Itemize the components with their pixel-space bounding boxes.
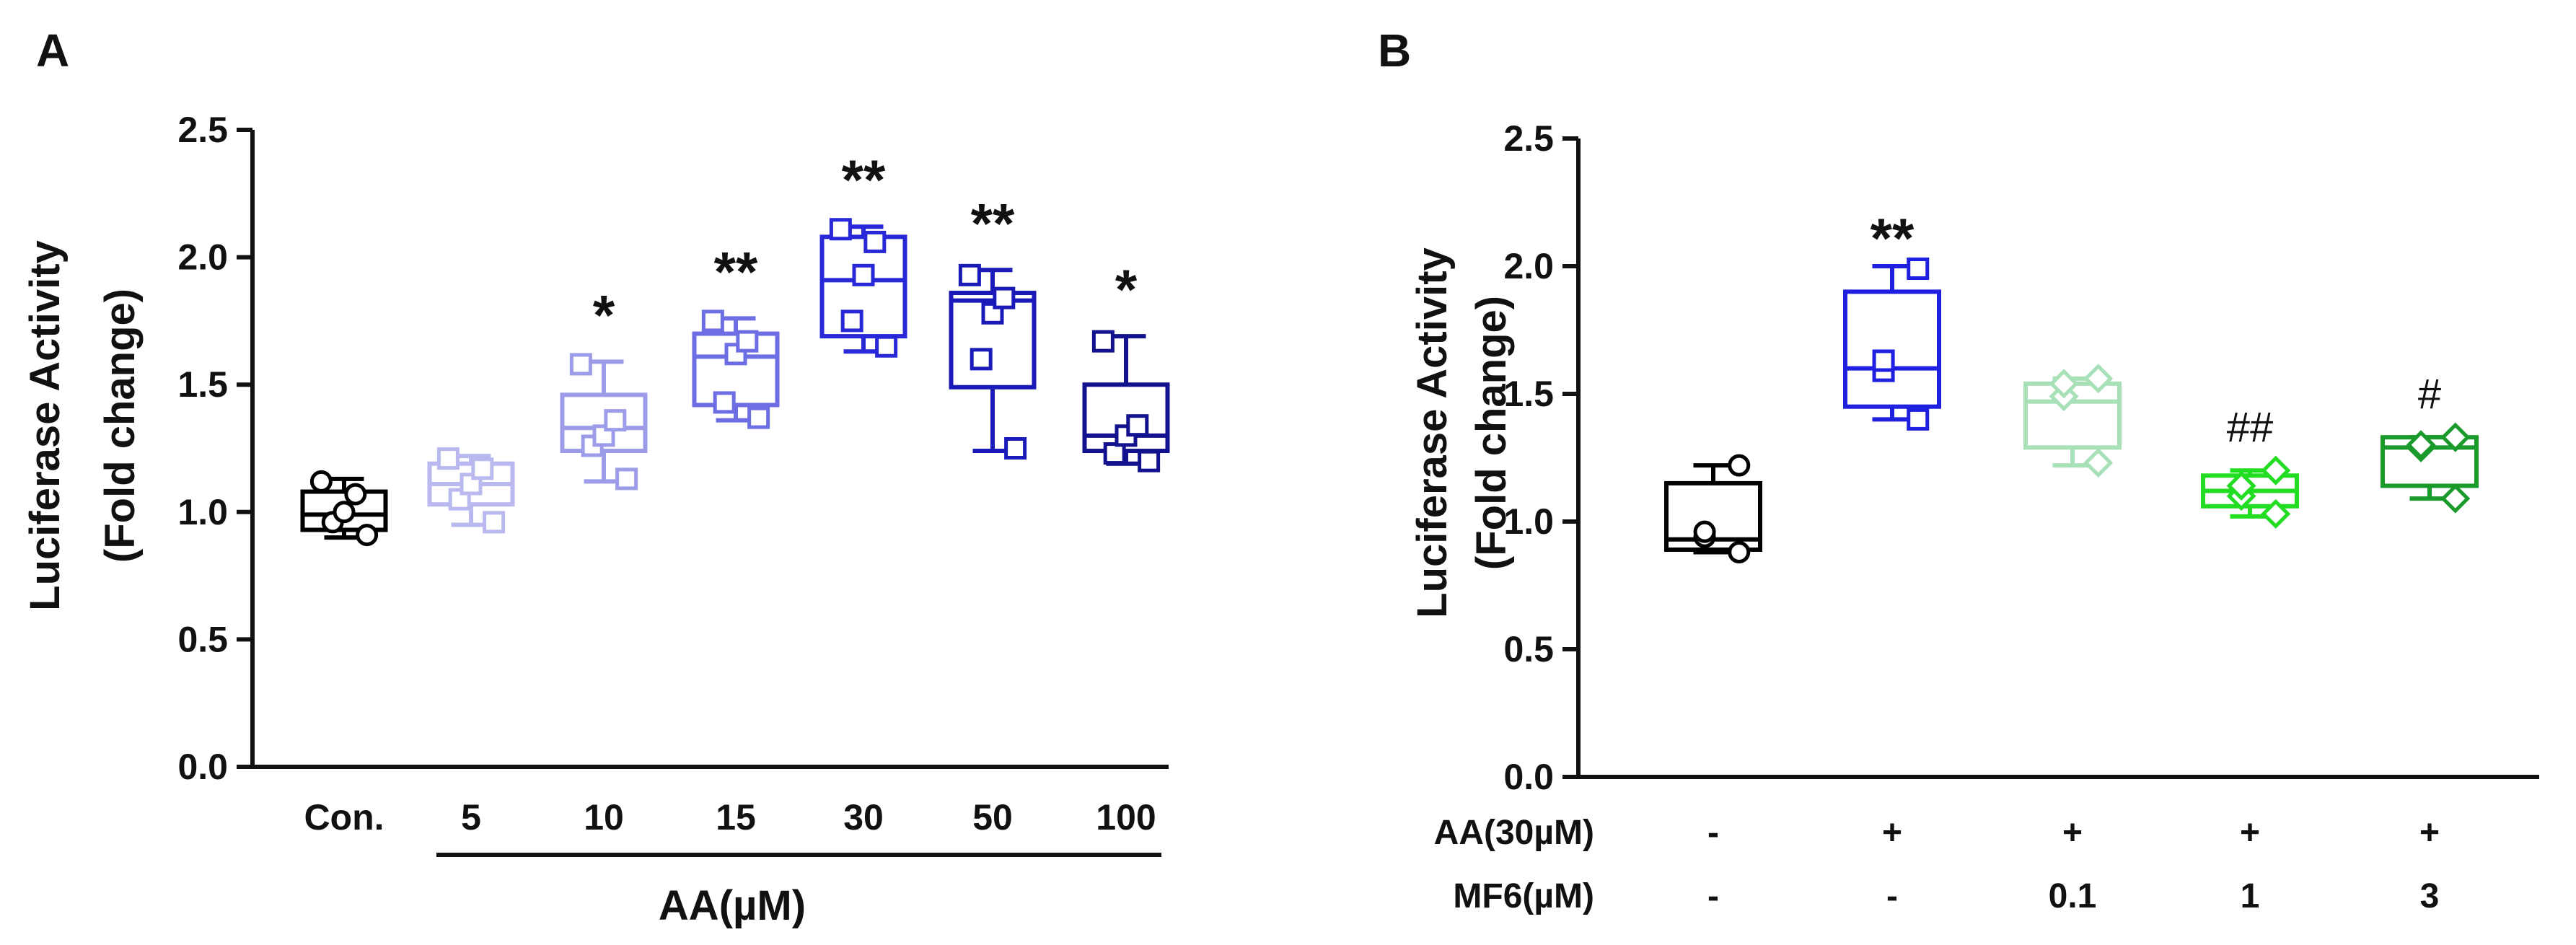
significance-mark: ** bbox=[1871, 206, 1915, 270]
significance-mark: * bbox=[1115, 258, 1138, 321]
aa-row-value: + bbox=[2419, 814, 2440, 852]
data-point bbox=[1091, 330, 1115, 353]
x-tick-label: 50 bbox=[972, 797, 1013, 838]
data-point bbox=[2049, 369, 2079, 399]
mf6-row-value: - bbox=[1707, 877, 1719, 915]
data-point bbox=[1728, 540, 1751, 563]
data-point bbox=[747, 406, 770, 429]
panel-b-letter: B bbox=[1378, 25, 1411, 76]
data-point bbox=[483, 511, 506, 534]
mf6-row-value: - bbox=[1886, 877, 1898, 915]
data-point bbox=[2440, 483, 2471, 514]
data-point bbox=[1728, 454, 1751, 477]
data-point bbox=[993, 286, 1016, 309]
panel-a-ylabel-line1: Luciferase Activity bbox=[22, 240, 69, 611]
data-point bbox=[1004, 437, 1027, 460]
data-point bbox=[1693, 520, 1716, 543]
data-point bbox=[713, 391, 736, 414]
significance-mark: * bbox=[593, 283, 615, 346]
x-tick-label: 10 bbox=[584, 797, 624, 838]
box bbox=[1843, 289, 1941, 409]
data-point bbox=[2083, 364, 2114, 394]
panel-b-ylabel-line1: Luciferase Activity bbox=[1409, 247, 1456, 618]
y-tick-label: 0.5 bbox=[177, 619, 228, 659]
panel-a-letter: A bbox=[36, 25, 69, 76]
data-point bbox=[436, 447, 460, 470]
y-tick-label: 1.0 bbox=[1503, 501, 1554, 542]
aa-row-value: + bbox=[2240, 814, 2260, 852]
data-point bbox=[701, 309, 724, 333]
data-point bbox=[736, 330, 759, 353]
significance-mark: ** bbox=[714, 239, 758, 303]
mf6-row-value: 3 bbox=[2420, 877, 2440, 915]
y-tick-label: 1.5 bbox=[177, 364, 228, 405]
data-point bbox=[333, 501, 356, 524]
data-point bbox=[2261, 498, 2291, 529]
data-point bbox=[2226, 470, 2256, 501]
x-tick-label: 15 bbox=[716, 797, 756, 838]
data-point bbox=[1103, 442, 1126, 465]
panel-b-ylabel-line2: (Fold change) bbox=[1468, 296, 1515, 570]
panel-b-row1-label: AA(30µM) bbox=[1434, 814, 1594, 852]
aa-row-value: + bbox=[2062, 814, 2083, 852]
mf6-row-value: 0.1 bbox=[2049, 877, 2097, 915]
y-tick-label: 2.5 bbox=[1503, 118, 1554, 159]
data-point bbox=[615, 467, 638, 491]
significance-mark: ** bbox=[971, 191, 1015, 255]
panel-b-plot: 0.00.51.01.52.02.5- + + + +- -0.1 1 3**### bbox=[1503, 118, 2539, 915]
significance-mark: ** bbox=[842, 148, 886, 211]
y-tick-label: 2.0 bbox=[177, 237, 228, 278]
panel-b-row2-label: MF6(µM) bbox=[1453, 877, 1594, 915]
y-tick-label: 0.0 bbox=[177, 747, 228, 787]
aa-row-value: + bbox=[1882, 814, 1902, 852]
significance-mark: ## bbox=[2227, 404, 2274, 451]
data-point bbox=[2440, 422, 2471, 452]
data-point bbox=[863, 230, 887, 253]
x-tick-label: 100 bbox=[1096, 797, 1156, 838]
y-tick-label: 1.0 bbox=[177, 492, 228, 532]
panel-a-group-label: AA(µM) bbox=[659, 882, 806, 929]
data-point bbox=[1872, 349, 1895, 372]
data-point bbox=[1907, 408, 1930, 431]
data-point bbox=[1126, 414, 1149, 437]
y-tick-label: 2.0 bbox=[1503, 246, 1554, 286]
y-tick-label: 1.5 bbox=[1503, 374, 1554, 414]
data-point bbox=[471, 457, 494, 480]
data-point bbox=[1138, 449, 1161, 472]
aa-row-value: - bbox=[1707, 814, 1719, 852]
data-point bbox=[344, 483, 367, 506]
data-point bbox=[448, 488, 471, 511]
data-point bbox=[569, 353, 592, 376]
box bbox=[819, 234, 907, 339]
data-point bbox=[2261, 455, 2291, 485]
data-point bbox=[2083, 448, 2114, 478]
panel-a-ylabel-line2: (Fold change) bbox=[97, 289, 144, 563]
y-tick-label: 2.5 bbox=[177, 110, 228, 150]
data-point bbox=[604, 409, 627, 432]
data-point bbox=[840, 309, 863, 333]
data-point bbox=[829, 218, 852, 241]
data-point bbox=[309, 470, 333, 493]
data-point bbox=[2406, 430, 2436, 460]
box bbox=[2023, 381, 2122, 450]
x-tick-label: 5 bbox=[461, 797, 481, 838]
significance-mark: # bbox=[2418, 371, 2441, 418]
data-point bbox=[875, 335, 898, 358]
y-tick-label: 0.5 bbox=[1503, 629, 1554, 669]
data-point bbox=[1907, 258, 1930, 281]
x-tick-label: Con. bbox=[304, 797, 384, 838]
data-point bbox=[852, 263, 875, 286]
data-point bbox=[970, 348, 993, 371]
y-tick-label: 0.0 bbox=[1503, 757, 1554, 797]
data-point bbox=[958, 263, 981, 286]
data-point bbox=[356, 524, 379, 547]
mf6-row-value: 1 bbox=[2241, 877, 2260, 915]
x-tick-label: 30 bbox=[843, 797, 884, 838]
